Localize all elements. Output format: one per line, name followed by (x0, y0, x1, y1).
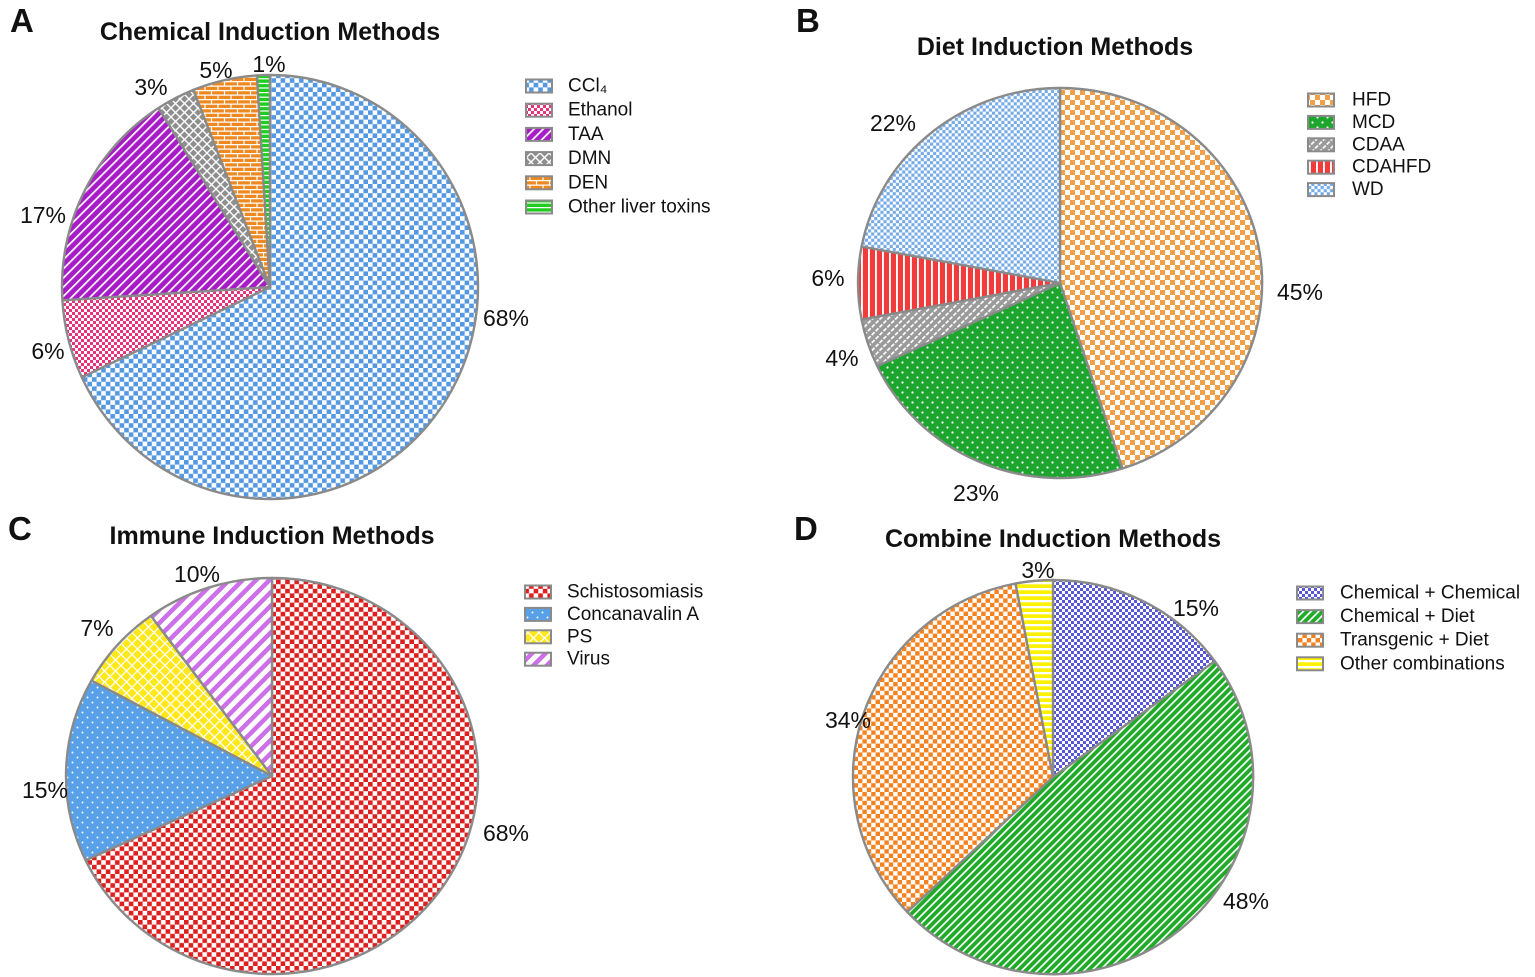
legend-label: Virus (567, 649, 610, 670)
legend-label: Other liver toxins (568, 197, 711, 218)
percent-label: 10% (174, 561, 220, 587)
legend-swatch (1307, 182, 1335, 198)
legend-swatch (525, 102, 553, 118)
percent-label: 1% (252, 51, 285, 77)
chart-title-chemical: Chemical Induction Methods (99, 18, 441, 46)
percent-label: 22% (870, 110, 916, 136)
pie-slice (84, 576, 480, 976)
legend-swatch (525, 151, 553, 167)
percent-label: 17% (20, 202, 66, 228)
percent-label: 5% (199, 57, 232, 83)
legend-label: WD (1352, 179, 1384, 200)
legend-label: Transgenic + Diet (1340, 630, 1489, 651)
panel-letter-c: C (8, 510, 32, 547)
percent-label: 68% (483, 305, 529, 331)
legend-swatch (1296, 632, 1324, 648)
legend-swatch (524, 606, 552, 622)
percent-label: 3% (1021, 557, 1054, 583)
percent-label: 6% (811, 265, 844, 291)
panel-letter-b: B (796, 2, 820, 39)
legend-swatch (1307, 137, 1335, 153)
percent-label: 4% (825, 345, 858, 371)
percent-label: 15% (1173, 595, 1219, 621)
legend-swatch (525, 78, 553, 94)
pie-slice (149, 576, 274, 778)
legend-swatch (524, 584, 552, 600)
legend-label: Ethanol (568, 100, 632, 121)
percent-label: 48% (1223, 888, 1269, 914)
chart-title-immune: Immune Induction Methods (109, 522, 435, 550)
legend-swatch (525, 199, 553, 215)
legend-swatch (1307, 92, 1335, 108)
legend-swatch (1296, 609, 1324, 625)
pie-slice (906, 660, 1255, 976)
percent-label: 6% (31, 338, 64, 364)
percent-label: 23% (953, 480, 999, 506)
percent-label: 3% (134, 74, 167, 100)
legend-swatch (1296, 585, 1324, 601)
chart-title-diet: Diet Induction Methods (916, 33, 1194, 61)
legend-swatch (524, 651, 552, 667)
legend-label: CDAA (1352, 134, 1405, 155)
pie-slice (64, 679, 274, 862)
legend-label: Other combinations (1340, 653, 1505, 674)
legend-swatch (1307, 114, 1335, 130)
pie-panel-a: 68% CCl₄ 6% Ethanol 17% TAA 3% DMN 5% DEN 1% Other … (20, 51, 711, 501)
legend-label: Concanavalin A (567, 604, 699, 625)
legend-label: Schistosomiasis (567, 582, 703, 603)
legend-label: Chemical + Diet (1340, 606, 1475, 627)
panel-letter-a: A (10, 2, 34, 39)
pie-slice (851, 582, 1055, 914)
pie-slice (1051, 578, 1216, 779)
legend-label: DEN (568, 172, 608, 193)
pie-slice (1058, 86, 1264, 470)
pie-slice (876, 281, 1124, 480)
percent-label: 68% (483, 820, 529, 846)
panel-letter-d: D (794, 510, 818, 547)
legend-label: HFD (1352, 90, 1391, 111)
pie-slice (1014, 578, 1055, 779)
legend-swatch (525, 175, 553, 191)
pie-panel-d: 15% Chemical + Chemical 48% Chemical + Diet… (825, 557, 1520, 976)
legend-label: CDAHFD (1352, 157, 1431, 178)
pie-panel-c: 68% Schistosomiasis 15% Concanavalin A 7% PS 1… (22, 561, 703, 976)
chart-title-combine: Combine Induction Methods (884, 525, 1222, 553)
legend-label: Chemical + Chemical (1340, 583, 1520, 604)
percent-label: 7% (80, 615, 113, 641)
legend-label: PS (567, 626, 592, 647)
percent-label: 34% (825, 707, 871, 733)
legend-label: TAA (568, 124, 604, 145)
pie-slice (255, 73, 272, 289)
legend-swatch (525, 126, 553, 142)
percent-label: 15% (22, 777, 68, 803)
legend-swatch (1296, 656, 1324, 672)
legend-label: CCl₄ (568, 76, 608, 97)
legend-label: MCD (1352, 112, 1395, 133)
percent-label: 45% (1277, 279, 1323, 305)
legend-swatch (1307, 159, 1335, 175)
pie-slice (80, 73, 480, 501)
legend-label: DMN (568, 148, 611, 169)
pie-slice (60, 106, 272, 302)
pie-panel-b: 45% HFD 23% MCD 4% CDAA 6% CDAHFD 22% WD (811, 86, 1431, 506)
legend-swatch (524, 629, 552, 645)
pie-slice (860, 86, 1062, 285)
